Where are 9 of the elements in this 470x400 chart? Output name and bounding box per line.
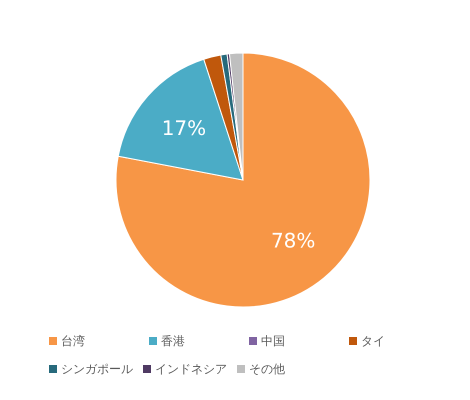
legend-label: シンガポール <box>61 360 133 378</box>
legend-label: 香港 <box>161 332 185 350</box>
legend-label: タイ <box>361 332 385 350</box>
data-label: 78% <box>270 228 316 253</box>
legend-label: その他 <box>249 360 285 378</box>
legend-label: 中国 <box>261 332 285 350</box>
legend-label: 台湾 <box>61 332 85 350</box>
legend-label: インドネシア <box>155 360 227 378</box>
data-label: 17% <box>162 116 206 140</box>
